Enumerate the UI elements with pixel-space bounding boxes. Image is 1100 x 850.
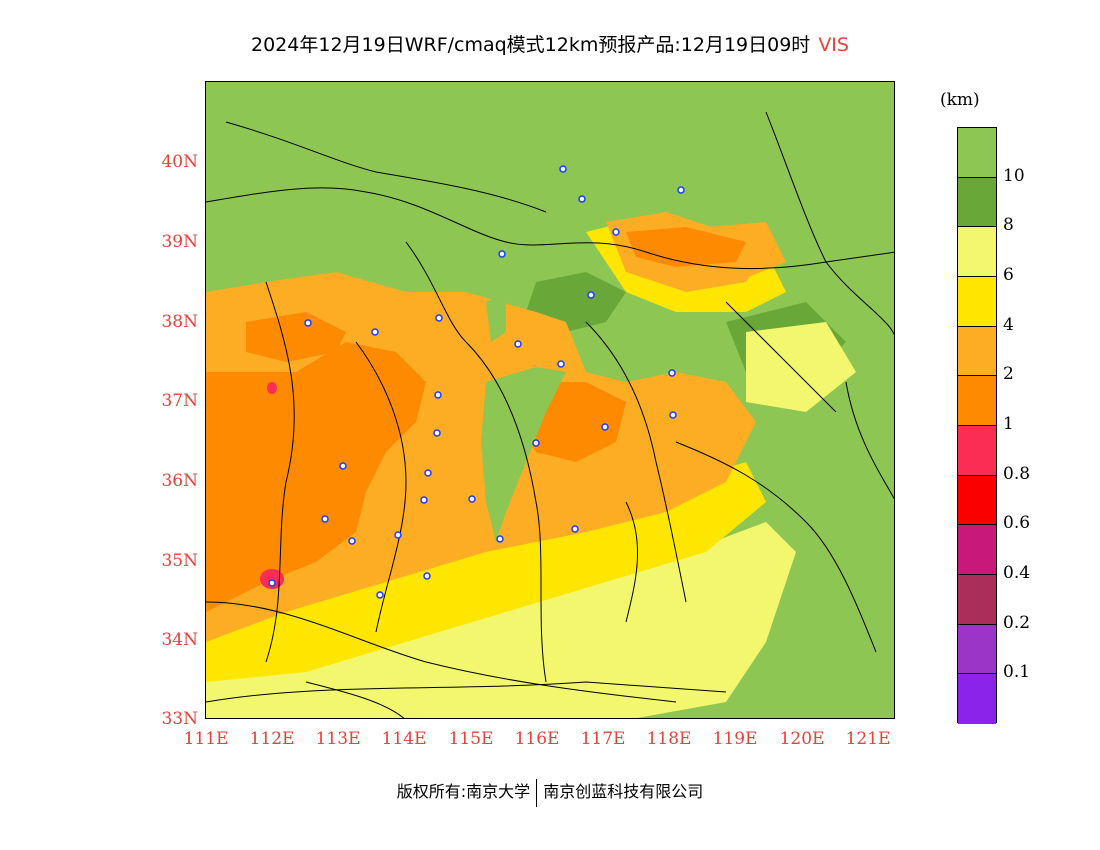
copyright-right: 南京创蓝科技有限公司 <box>543 782 704 801</box>
legend-swatch <box>958 525 996 575</box>
legend-label: 6 <box>1003 265 1014 285</box>
lon-label: 119E <box>712 729 758 749</box>
color-legend <box>957 127 997 724</box>
lon-label: 114E <box>381 729 427 749</box>
lat-label: 35N <box>161 551 198 571</box>
legend-label: 0.4 <box>1003 563 1031 583</box>
lon-label: 118E <box>646 729 692 749</box>
lat-label: 40N <box>161 152 198 172</box>
lat-label: 33N <box>161 709 198 729</box>
legend-unit: (km) <box>940 90 980 110</box>
lat-label: 39N <box>161 232 198 252</box>
lon-label: 117E <box>580 729 626 749</box>
copyright-footer: 版权所有:南京大学 南京创蓝科技有限公司 <box>0 778 1100 807</box>
legend-swatch <box>958 574 996 625</box>
lat-label: 38N <box>161 312 198 332</box>
legend-swatch <box>958 475 996 526</box>
lon-label: 115E <box>448 729 494 749</box>
lon-label: 112E <box>249 729 295 749</box>
visibility-map <box>205 81 895 719</box>
copyright-left: 版权所有:南京大学 <box>396 782 531 801</box>
lat-label: 34N <box>161 630 198 650</box>
legend-label: 0.1 <box>1003 662 1031 683</box>
legend-label: 2 <box>1003 364 1014 385</box>
legend-label: 8 <box>1003 215 1014 236</box>
legend-swatch <box>958 326 996 377</box>
legend-label: 0.2 <box>1003 612 1031 633</box>
map-svg <box>206 82 894 718</box>
legend-swatch <box>958 624 996 675</box>
legend-swatch <box>958 425 996 476</box>
legend-swatch <box>958 128 996 178</box>
legend-swatch <box>958 376 996 426</box>
legend-label: 4 <box>1003 314 1014 335</box>
lon-label: 111E <box>183 729 229 749</box>
lon-label: 116E <box>514 729 560 749</box>
legend-label: 0.8 <box>1003 463 1031 484</box>
legend-swatch <box>958 177 996 228</box>
legend-label: 0.6 <box>1003 513 1031 534</box>
legend-swatch <box>958 674 996 724</box>
lat-label: 36N <box>161 471 198 491</box>
lon-label: 120E <box>779 729 825 749</box>
legend-swatch <box>958 227 996 277</box>
title-text: 2024年12月19日WRF/cmaq模式12km预报产品:12月19日09时 <box>251 34 811 56</box>
lon-label: 121E <box>845 729 891 749</box>
footer-divider <box>536 778 538 807</box>
lat-label: 37N <box>161 391 198 411</box>
legend-label: 1 <box>1003 414 1014 434</box>
variable-label: VIS <box>818 34 849 56</box>
map-title: 2024年12月19日WRF/cmaq模式12km预报产品:12月19日09时 V… <box>0 30 1100 57</box>
legend-label: 10 <box>1003 165 1025 186</box>
legend-swatch <box>958 276 996 327</box>
lon-label: 113E <box>315 729 361 749</box>
